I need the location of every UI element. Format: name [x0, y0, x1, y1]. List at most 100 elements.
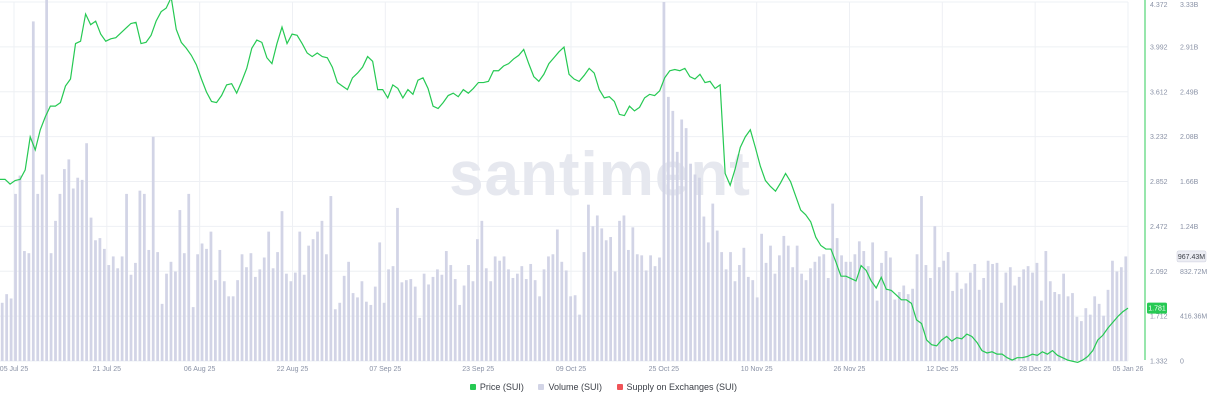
volume-bar — [23, 251, 26, 361]
volume-bar — [1053, 292, 1057, 361]
volume-tick-label: 2.91B — [1180, 44, 1199, 51]
volume-bar — [147, 249, 151, 361]
volume-bar — [245, 267, 248, 361]
volume-bar — [1008, 267, 1012, 361]
volume-bar — [205, 248, 208, 361]
x-tick-label: 12 Dec 25 — [926, 366, 958, 373]
watermark: santiment — [449, 140, 751, 209]
volume-bar — [822, 254, 826, 361]
volume-bar — [547, 256, 550, 361]
volume-bar — [391, 266, 395, 361]
volume-bar — [600, 228, 604, 361]
volume-bar — [54, 220, 57, 361]
volume-bar — [764, 262, 768, 361]
volume-bar — [280, 211, 284, 361]
volume-bar — [804, 280, 808, 361]
volume-bar — [498, 260, 501, 361]
volume-bar — [569, 296, 573, 361]
volume-bar — [627, 249, 630, 361]
volume-bar — [1097, 303, 1101, 361]
volume-bar — [738, 265, 741, 361]
volume-bar — [1079, 321, 1083, 361]
volume-bar — [476, 239, 479, 361]
volume-bar — [307, 245, 311, 361]
volume-bar — [151, 136, 155, 361]
volume-bar — [995, 262, 999, 361]
volume-bar — [955, 272, 959, 361]
volume-bar — [800, 273, 803, 361]
volume-bar — [760, 233, 763, 361]
volume-bar — [853, 254, 857, 361]
volume-bar — [533, 280, 537, 361]
volume-bar — [1022, 269, 1026, 361]
volume-bar — [671, 110, 675, 361]
x-tick-label: 21 Jul 25 — [93, 366, 122, 373]
volume-bar — [1000, 302, 1003, 361]
legend-item-volume[interactable]: Volume (SUI) — [538, 382, 602, 392]
volume-bar — [902, 285, 906, 361]
volume-bar — [662, 2, 666, 361]
volume-bar — [1075, 316, 1079, 361]
volume-bar — [271, 268, 275, 361]
volume-bar — [1044, 251, 1048, 361]
volume-bar — [817, 256, 821, 361]
volume-bar — [564, 270, 568, 361]
volume-bar — [515, 273, 519, 361]
x-tick-label: 28 Dec 25 — [1019, 366, 1051, 373]
x-tick-label: 07 Sep 25 — [369, 366, 401, 373]
volume-bar — [937, 267, 941, 361]
volume-bar — [849, 261, 852, 361]
volume-bar — [871, 242, 875, 361]
volume-bar — [125, 193, 128, 361]
volume-bar — [542, 269, 546, 361]
volume-bar — [649, 255, 652, 361]
volume-bar — [356, 297, 359, 361]
volume-bar — [347, 261, 350, 361]
legend-item-price[interactable]: Price (SUI) — [469, 382, 524, 392]
volume-bar — [680, 119, 684, 361]
volume-bar — [1106, 289, 1110, 361]
volume-bar — [258, 269, 262, 361]
volume-tick-label: 416.36M — [1180, 314, 1207, 321]
volume-bar — [80, 179, 84, 361]
volume-bar — [591, 226, 595, 361]
volume-bar — [689, 163, 692, 361]
price-tick-label: 2.852 — [1150, 179, 1168, 186]
volume-bar — [906, 294, 910, 361]
volume-bar — [182, 253, 186, 361]
volume-bar — [933, 226, 937, 361]
volume-bar — [862, 251, 866, 361]
volume-bar — [129, 274, 133, 361]
volume-bar — [156, 252, 160, 361]
volume-bar — [507, 269, 510, 361]
volume-tick-label: 1.24B — [1180, 224, 1199, 231]
volume-bar — [249, 253, 253, 361]
volume-bar — [431, 276, 435, 361]
volume-bar — [675, 151, 679, 361]
x-tick-label: 09 Oct 25 — [556, 366, 586, 373]
volume-bar — [31, 21, 35, 362]
volume-bar — [653, 266, 657, 361]
x-axis: 05 Jul 25 21 Jul 25 06 Aug 25 22 Aug 25 07 S… — [0, 366, 1143, 373]
volume-bar — [142, 193, 146, 361]
legend-item-supply[interactable]: Supply on Exchanges (SUI) — [616, 382, 738, 392]
volume-bar — [755, 297, 759, 361]
volume-bar — [285, 273, 288, 361]
volume-bar — [298, 231, 302, 361]
volume-bar — [929, 277, 932, 361]
volume-bar — [538, 296, 541, 361]
legend-label: Supply on Exchanges (SUI) — [626, 382, 738, 392]
volume-bar — [240, 254, 244, 361]
volume-bar — [618, 220, 621, 361]
volume-bar — [960, 288, 963, 361]
volume-bar — [502, 256, 506, 361]
volume-tick-label: 3.33B — [1180, 2, 1199, 9]
volume-bar — [58, 193, 62, 361]
volume-bar — [342, 275, 346, 361]
volume-bar — [276, 252, 279, 361]
volume-bar — [231, 296, 235, 361]
volume-bar — [746, 276, 750, 361]
volume-bar — [951, 290, 954, 361]
price-tick-label: 3.992 — [1150, 44, 1168, 51]
volume-bar — [889, 257, 892, 361]
